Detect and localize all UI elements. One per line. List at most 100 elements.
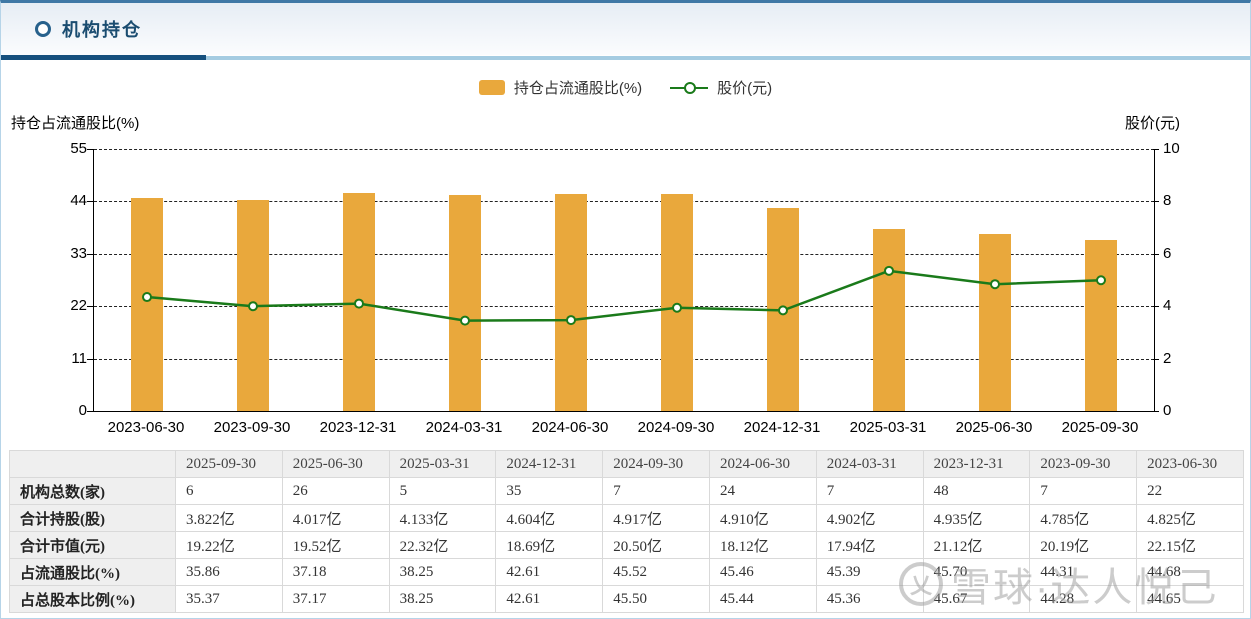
bar-2024-09-30[interactable] xyxy=(661,194,693,411)
price-point-2024-09-30[interactable] xyxy=(672,302,682,313)
holdings-table: 2025-09-30 2025-06-30 2025-03-31 2024-12-31… xyxy=(9,450,1244,613)
table-cell: 24 xyxy=(708,477,817,505)
table-column-header: 2023-09-30 xyxy=(1029,450,1138,478)
gridline xyxy=(94,358,1154,360)
section-bullet-icon xyxy=(35,21,51,37)
table-cell: 17.94亿 xyxy=(815,531,924,559)
table-row-label: 机构总数(家) xyxy=(9,477,176,505)
holdings-table-wrap: 2025-09-30 2025-06-30 2025-03-31 2024-12-31… xyxy=(9,450,1244,613)
table-row: 占流通股比(%) 35.86 37.18 38.25 42.61 45.52 45.46 45… xyxy=(9,558,1244,586)
gridline xyxy=(94,306,1154,308)
gridline xyxy=(94,149,1154,150)
table-row: 合计持股(股) 3.822亿 4.017亿 4.133亿 4.604亿 4.917亿 4.9… xyxy=(9,504,1244,532)
x-axis-label: 2024-12-31 xyxy=(743,419,821,436)
table-cell: 37.17 xyxy=(281,585,390,613)
table-row-label: 合计市值(元) xyxy=(9,531,176,559)
table-cell: 7 xyxy=(815,477,924,505)
table-cell: 44.65 xyxy=(1136,585,1244,613)
right-axis-tick xyxy=(1153,253,1159,255)
table-cell: 38.25 xyxy=(388,558,497,586)
right-axis-tick-label: 10 xyxy=(1163,140,1180,157)
legend-item-line[interactable]: 股价(元) xyxy=(670,77,772,98)
legend-item-bar[interactable]: 持仓占流通股比(%) xyxy=(478,77,642,98)
table-cell: 19.52亿 xyxy=(281,531,390,559)
page-title: 机构持仓 xyxy=(62,20,142,40)
header-divider-accent xyxy=(1,55,206,60)
section-header: 机构持仓 xyxy=(1,3,1250,55)
table-column-header: 2025-03-31 xyxy=(388,450,497,478)
table-cell: 45.44 xyxy=(708,585,817,613)
table-cell: 45.50 xyxy=(602,585,710,613)
price-point-2024-03-31[interactable] xyxy=(460,315,470,326)
right-axis-tick xyxy=(1153,358,1159,360)
line-swatch-icon xyxy=(670,81,709,95)
x-axis-label: 2023-06-30 xyxy=(107,419,185,436)
table-cell: 35 xyxy=(495,477,604,505)
left-axis-tick-label: 22 xyxy=(70,297,87,315)
table-column-header: 2025-09-30 xyxy=(175,450,283,478)
right-axis-tick-label: 0 xyxy=(1163,402,1172,419)
price-point-2025-03-31[interactable] xyxy=(884,265,894,276)
left-axis-tick xyxy=(87,253,93,255)
left-axis-tick-label: 33 xyxy=(70,244,87,262)
table-column-header: 2023-06-30 xyxy=(1136,450,1244,478)
table-cell: 19.22亿 xyxy=(175,531,283,559)
bar-2025-09-30[interactable] xyxy=(1085,240,1117,411)
right-axis-tick xyxy=(1153,201,1159,203)
bar-2023-06-30[interactable] xyxy=(131,198,163,411)
price-point-2023-09-30[interactable] xyxy=(248,301,258,312)
right-axis-title: 股价(元) xyxy=(1125,115,1180,132)
table-cell: 37.18 xyxy=(281,558,390,586)
right-axis-tick xyxy=(1153,149,1159,150)
table-column-header: 2024-03-31 xyxy=(815,450,924,478)
left-axis-tick-label: 11 xyxy=(71,349,87,367)
table-cell: 20.50亿 xyxy=(602,531,710,559)
header-divider xyxy=(1,56,1250,60)
legend-line-label: 股价(元) xyxy=(717,80,773,97)
x-axis-label: 2024-03-31 xyxy=(425,419,503,436)
table-cell: 4.935亿 xyxy=(922,504,1031,532)
table-cell: 48 xyxy=(922,477,1031,505)
x-axis-label: 2023-12-31 xyxy=(319,419,397,436)
table-column-header: 2024-06-30 xyxy=(708,450,817,478)
price-point-2025-09-30[interactable] xyxy=(1096,275,1106,286)
table-cell: 45.46 xyxy=(708,558,817,586)
left-axis-tick xyxy=(87,149,93,150)
table-cell: 45.36 xyxy=(815,585,924,613)
table-row-label: 占流通股比(%) xyxy=(9,558,176,586)
bar-2024-03-31[interactable] xyxy=(449,194,481,411)
price-point-2024-06-30[interactable] xyxy=(566,315,576,326)
left-axis-tick-label: 0 xyxy=(78,402,87,419)
left-axis-tick xyxy=(87,358,93,360)
chart-legend: 持仓占流通股比(%) 股价(元) xyxy=(1,77,1250,98)
right-axis-tick xyxy=(1153,411,1159,412)
price-line xyxy=(142,265,1106,326)
left-axis-tick xyxy=(87,201,93,203)
table-cell: 4.902亿 xyxy=(815,504,924,532)
table-cell: 4.825亿 xyxy=(1136,504,1244,532)
x-axis-label: 2023-09-30 xyxy=(213,419,291,436)
table-cell: 44.31 xyxy=(1029,558,1138,586)
table-cell: 35.86 xyxy=(175,558,283,586)
table-cell: 35.37 xyxy=(175,585,283,613)
gridline xyxy=(94,201,1154,203)
table-cell: 42.61 xyxy=(495,585,604,613)
table-cell: 4.785亿 xyxy=(1029,504,1138,532)
bar-2024-06-30[interactable] xyxy=(555,194,587,411)
price-point-2025-06-30[interactable] xyxy=(990,279,1000,290)
bar-2025-03-31[interactable] xyxy=(873,228,905,411)
price-point-2024-12-31[interactable] xyxy=(778,305,788,316)
price-point-2023-06-30[interactable] xyxy=(142,292,152,303)
x-axis-label: 2025-03-31 xyxy=(849,419,927,436)
left-axis-title: 持仓占流通股比(%) xyxy=(11,115,140,132)
table-cell: 20.19亿 xyxy=(1029,531,1138,559)
table-cell: 22.32亿 xyxy=(388,531,497,559)
price-point-2023-12-31[interactable] xyxy=(354,298,364,309)
table-cell: 22 xyxy=(1136,477,1244,505)
table-cell: 38.25 xyxy=(388,585,497,613)
gridline xyxy=(94,253,1154,255)
bar-2025-06-30[interactable] xyxy=(979,233,1011,411)
right-axis-tick-label: 2 xyxy=(1163,349,1172,367)
table-cell: 4.917亿 xyxy=(602,504,710,532)
